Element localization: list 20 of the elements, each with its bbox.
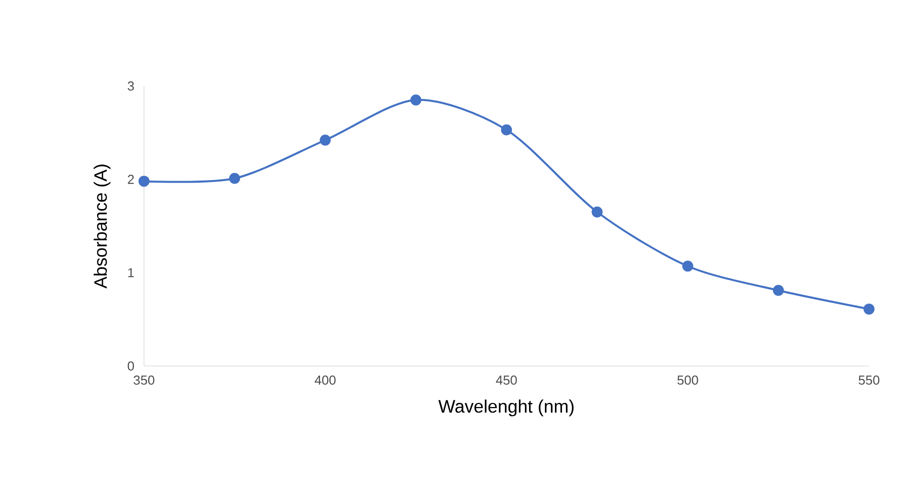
point [410,94,422,106]
x-tick-label: 550 [858,376,880,385]
point [772,284,784,296]
point [864,304,875,315]
point [501,124,512,136]
point [320,134,331,146]
y-tick-label: 1 [128,268,134,278]
y-tick-label: 3 [128,81,134,91]
point [138,176,150,187]
x-tick-label: 400 [314,376,336,385]
point [682,260,694,272]
y-tick-label: 2 [128,174,134,184]
x-tick-label: 500 [677,376,698,385]
y-axis-title: Absorbance (A) [94,164,110,288]
x-tick-label: 450 [496,376,517,385]
x-tick-label: 350 [134,376,154,385]
point [229,172,240,184]
y-tick-label: 0 [128,361,134,371]
point [592,206,603,218]
x-axis-title: Wavelenght (nm) [438,400,574,416]
